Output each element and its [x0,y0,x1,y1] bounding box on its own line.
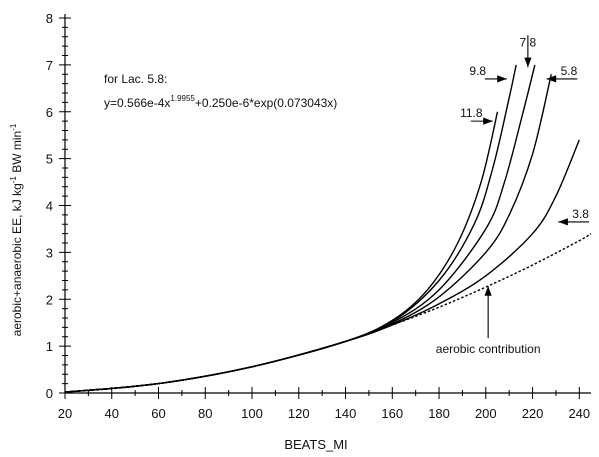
annotation-label: 5.8 [561,64,578,78]
annotation-label: 11.8 [460,106,483,120]
annotation-arrowhead [484,286,492,296]
annotation-arrowhead [524,57,532,68]
y-tick-label: 0 [46,386,53,401]
annotation-label: 7.8 [520,35,537,49]
y-tick-label: 3 [46,245,53,260]
y-axis-label-main: aerobic+anaerobic EE, kJ kg [10,183,24,336]
x-tick-label: 140 [335,406,357,421]
x-tick-label: 200 [475,406,497,421]
series-layer [64,64,592,393]
x-tick-label: 100 [241,406,263,421]
y-tick-label: 6 [46,105,53,120]
y-axis-label-sup1: -1 [9,176,18,184]
x-tick-label: 40 [105,406,119,421]
annotations: 7.8 9.8 5.8 11.8 3.8 aerobic contribution [436,35,589,356]
y-tick-label: 4 [46,199,53,214]
x-tick-label: 120 [288,406,310,421]
y-tick-label: 5 [46,152,53,167]
annotation-arrowhead [558,218,568,226]
y-axis-label: aerobic+anaerobic EE, kJ kg-1 BW min-1 [9,123,24,336]
annotation-arrowhead [546,75,557,83]
x-axis-label: BEATS_MI [284,437,347,452]
series-line-11-8 [64,111,499,393]
formula-line1: for Lac. 5.8: [104,72,167,86]
series-line-aerobic-contribution [64,233,592,393]
axes: 0 1 2 3 4 5 6 7 8 20 40 60 80 100 120 140 160 180 200 220 24… [46,11,591,421]
formula-line2-a: y=0.566e-4x [104,96,170,110]
x-tick-label: 180 [428,406,450,421]
x-tick-label: 20 [58,406,72,421]
y-tick-label: 7 [46,58,53,73]
y-axis-label-mid: BW min [10,131,24,176]
x-tick-label: 220 [522,406,544,421]
annotation-label: aerobic contribution [436,342,541,356]
annotation-arrowhead [483,117,493,125]
y-tick-label: 8 [46,11,53,26]
x-tick-label: 160 [381,406,403,421]
x-tick-label: 240 [568,406,590,421]
annotation-arrowhead [497,75,507,83]
annotation-label: 9.8 [469,64,486,78]
x-tick-label: 80 [198,406,212,421]
y-tick-label: 1 [46,339,53,354]
formula-line2-exp: 1.9955 [170,94,195,103]
annotation-label: 3.8 [572,207,589,221]
y-axis-label-sup2: -1 [9,123,18,131]
formula-line2-b: +0.250e-6*exp(0.073043x) [195,96,337,110]
y-tick-label: 2 [46,292,53,307]
x-tick-label: 60 [151,406,165,421]
formula-line2: y=0.566e-4x1.9955+0.250e-6*exp(0.073043x… [104,94,337,110]
